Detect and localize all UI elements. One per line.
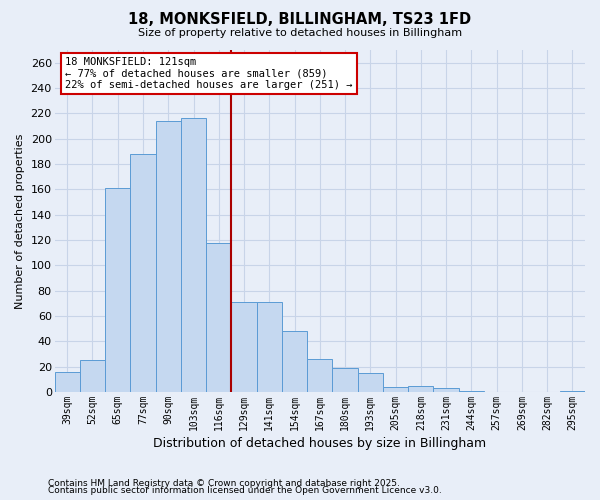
Bar xyxy=(332,368,358,392)
X-axis label: Distribution of detached houses by size in Billingham: Distribution of detached houses by size … xyxy=(153,437,487,450)
Y-axis label: Number of detached properties: Number of detached properties xyxy=(15,134,25,308)
Bar xyxy=(130,154,155,392)
Text: 18, MONKSFIELD, BILLINGHAM, TS23 1FD: 18, MONKSFIELD, BILLINGHAM, TS23 1FD xyxy=(128,12,472,28)
Bar xyxy=(105,188,130,392)
Text: Size of property relative to detached houses in Billingham: Size of property relative to detached ho… xyxy=(138,28,462,38)
Bar xyxy=(433,388,459,392)
Bar xyxy=(155,121,181,392)
Bar xyxy=(282,331,307,392)
Bar xyxy=(181,118,206,392)
Bar xyxy=(358,373,383,392)
Text: Contains public sector information licensed under the Open Government Licence v3: Contains public sector information licen… xyxy=(48,486,442,495)
Text: Contains HM Land Registry data © Crown copyright and database right 2025.: Contains HM Land Registry data © Crown c… xyxy=(48,478,400,488)
Bar xyxy=(383,387,408,392)
Bar xyxy=(560,391,585,392)
Bar xyxy=(459,391,484,392)
Bar xyxy=(55,372,80,392)
Bar xyxy=(232,302,257,392)
Bar xyxy=(257,302,282,392)
Bar xyxy=(206,242,232,392)
Bar xyxy=(80,360,105,392)
Text: 18 MONKSFIELD: 121sqm
← 77% of detached houses are smaller (859)
22% of semi-det: 18 MONKSFIELD: 121sqm ← 77% of detached … xyxy=(65,57,353,90)
Bar xyxy=(307,359,332,392)
Bar xyxy=(408,386,433,392)
